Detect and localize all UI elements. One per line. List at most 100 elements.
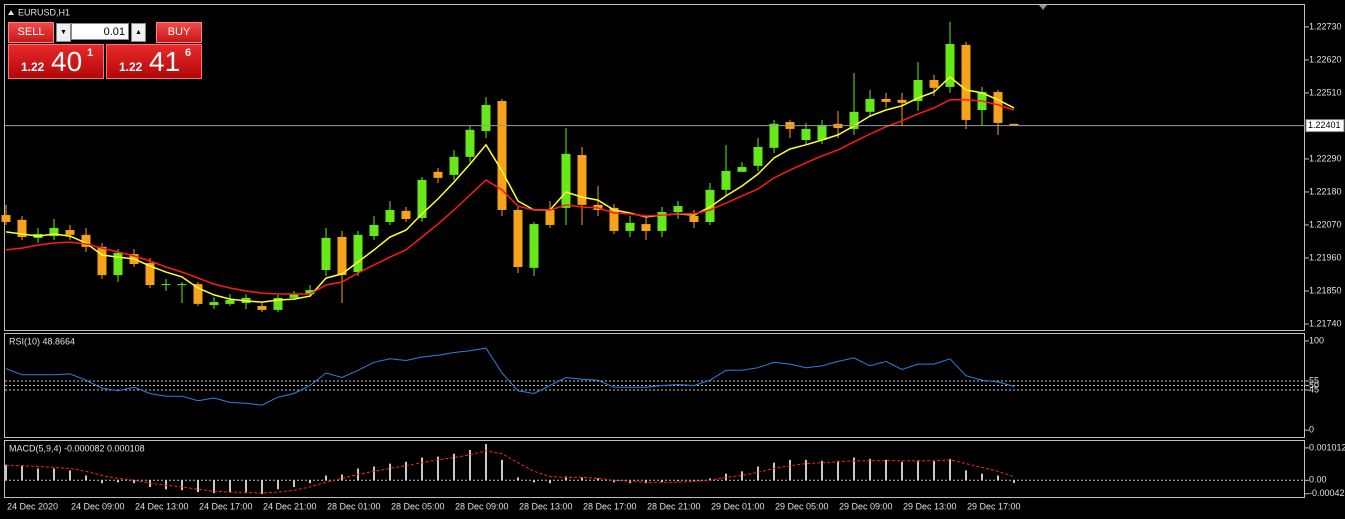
candle-body — [993, 92, 1003, 123]
candle-body — [289, 293, 299, 298]
candle-body — [609, 207, 619, 231]
y-tick-label: 1.21740 — [1309, 318, 1342, 328]
candle-body — [177, 284, 187, 286]
y-tick-label: 50 — [1309, 380, 1319, 390]
price-prefix: 1.22 — [119, 60, 143, 74]
candle-body — [257, 305, 267, 310]
macd-title: MACD(5,9,4) -0.000082 0.000108 — [9, 443, 145, 453]
y-tick-label: 100 — [1309, 335, 1324, 345]
y-tick-label: 1.22290 — [1309, 153, 1342, 163]
candle-body — [113, 252, 123, 276]
price-big: 41 — [149, 46, 181, 77]
candle-body — [721, 170, 731, 190]
x-tick-label: 24 Dec 17:00 — [199, 501, 253, 511]
moving-average — [5, 99, 1015, 295]
lot-input[interactable]: 0.01 — [71, 23, 129, 40]
candle-body — [881, 98, 891, 102]
y-tick-label: 1.21850 — [1309, 285, 1342, 295]
rsi-title: RSI(10) 48.8664 — [9, 336, 75, 346]
candle-body — [465, 129, 475, 157]
candle-body — [929, 80, 939, 88]
y-tick-label: 1.21960 — [1309, 252, 1342, 262]
candle-body — [641, 224, 651, 231]
buy-price[interactable]: 1.22 41 6 — [106, 44, 202, 79]
candle-body — [545, 209, 555, 225]
y-tick-label: 0.001012 — [1309, 442, 1345, 452]
candle-body — [481, 104, 491, 132]
x-tick-label: 28 Dec 05:00 — [391, 501, 445, 511]
signal-line — [6, 450, 1015, 494]
x-tick-label: 29 Dec 17:00 — [967, 501, 1021, 511]
title-arrow — [8, 10, 14, 15]
sell-button[interactable]: SELL — [8, 22, 54, 43]
y-tick-label: 55 — [1309, 375, 1319, 385]
price-big: 40 — [51, 46, 83, 77]
candle-body — [417, 179, 427, 219]
candle-body — [1009, 123, 1019, 126]
price-tag — [1305, 119, 1345, 133]
x-tick-label: 28 Dec 01:00 — [327, 501, 381, 511]
candle-body — [193, 284, 203, 304]
candle-body — [849, 111, 859, 129]
lot-up[interactable]: ▲ — [131, 23, 146, 42]
candle-body — [321, 237, 331, 270]
x-tick-label: 29 Dec 09:00 — [839, 501, 893, 511]
main-panel-frame — [4, 4, 1305, 331]
y-tick-label: 0 — [1309, 424, 1314, 434]
candle-body — [209, 302, 219, 306]
candle-body — [769, 123, 779, 148]
candle-body — [369, 224, 379, 237]
candle-body — [737, 167, 747, 172]
candle-body — [161, 284, 171, 286]
buy-button[interactable]: BUY — [156, 22, 202, 43]
y-tick-label: 1.22620 — [1309, 54, 1342, 64]
moving-average — [5, 76, 1015, 303]
candle-body — [1, 215, 11, 222]
y-tick-label: 1.22730 — [1309, 21, 1342, 31]
price-sup: 6 — [185, 47, 192, 59]
candle-body — [625, 222, 635, 231]
candle-body — [65, 230, 75, 235]
y-tick-label: 1.22180 — [1309, 186, 1342, 196]
price-tag-label: 1.22401 — [1308, 120, 1341, 130]
candle-body — [385, 209, 395, 222]
shift-marker — [1039, 5, 1047, 10]
y-tick-label: 1.22070 — [1309, 219, 1342, 229]
candle-body — [81, 234, 91, 247]
candle-body — [705, 189, 715, 222]
lot-down[interactable]: ▼ — [56, 23, 71, 42]
candle-body — [273, 297, 283, 310]
price-prefix: 1.22 — [21, 60, 45, 74]
x-tick-label: 28 Dec 09:00 — [455, 501, 509, 511]
candle-body — [337, 236, 347, 276]
candle-body — [449, 156, 459, 175]
x-tick-label: 29 Dec 05:00 — [775, 501, 829, 511]
candle-body — [897, 99, 907, 103]
candle-body — [529, 224, 539, 268]
x-tick-label: 28 Dec 13:00 — [519, 501, 573, 511]
candle-body — [513, 209, 523, 267]
rsi-line — [5, 347, 1015, 406]
x-tick-label: 24 Dec 09:00 — [71, 501, 125, 511]
y-tick-label: 1.22510 — [1309, 87, 1342, 97]
candle-body — [817, 125, 827, 141]
macd-panel-frame — [4, 440, 1305, 498]
y-tick-label: -0.00042 — [1309, 488, 1345, 498]
candle-body — [145, 263, 155, 285]
y-tick-label: 45 — [1309, 384, 1319, 394]
candle-body — [225, 299, 235, 304]
candle-body — [945, 44, 955, 87]
candle-body — [657, 212, 667, 231]
candle-body — [353, 234, 363, 273]
x-tick-label: 24 Dec 21:00 — [263, 501, 317, 511]
trade-panel: SELL ▼ 0.01 ▲ BUY 1.22 40 1 1.22 41 6 — [8, 22, 202, 79]
sell-price[interactable]: 1.22 40 1 — [8, 44, 104, 79]
candle-body — [97, 246, 107, 276]
candle-body — [497, 101, 507, 210]
x-tick-label: 28 Dec 21:00 — [647, 501, 701, 511]
candle-body — [913, 80, 923, 102]
price-sup: 1 — [87, 47, 94, 59]
candle-body — [865, 98, 875, 112]
